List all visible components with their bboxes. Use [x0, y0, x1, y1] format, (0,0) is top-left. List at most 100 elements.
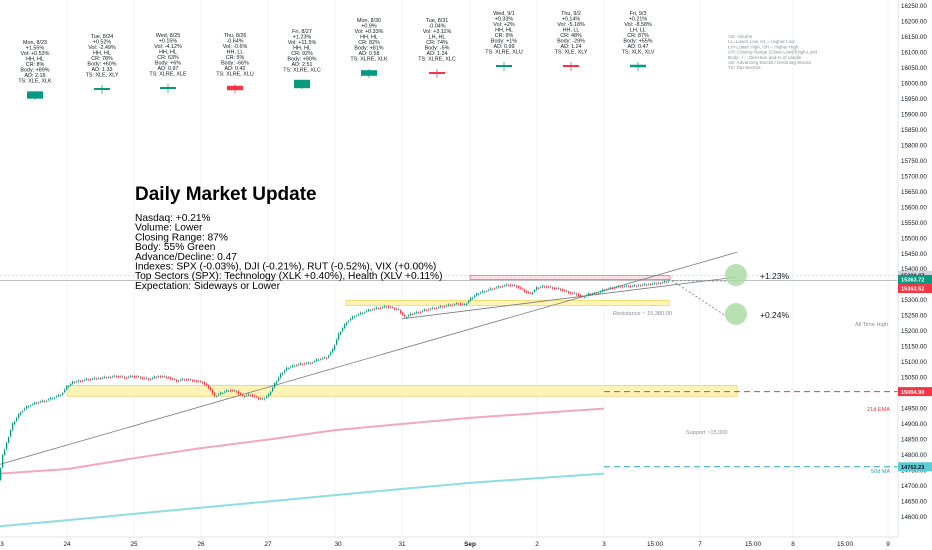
x-tick-label: 24 [63, 541, 71, 548]
ema21-line [0, 407, 605, 475]
daily-stat-line: Thu, 9/2 [561, 11, 581, 17]
daily-stat-line: AD: 1.24 [427, 51, 448, 57]
daily-stat-line: LH, HL [429, 35, 446, 41]
candle-body [598, 293, 600, 294]
y-tick-label: 15150.00 [901, 344, 927, 351]
candle-body [550, 286, 552, 288]
candle-body [138, 376, 140, 378]
candle-body [78, 380, 80, 382]
price-candles [0, 279, 670, 482]
trend-line-upper [0, 251, 738, 465]
daily-stat-line: Body: +60% [87, 62, 116, 68]
candle-body [338, 333, 340, 340]
x-tick-label: 27 [264, 541, 272, 548]
target-high-marker [725, 264, 747, 286]
candle-body [32, 403, 34, 405]
daily-stat-line: Body: -29% [557, 39, 585, 45]
daily-stat-line: TS: XLRE, XLK [350, 57, 388, 63]
zone-resistance [469, 275, 671, 280]
candle-body [326, 357, 328, 359]
candle-body [196, 380, 198, 382]
candle-body [662, 282, 664, 284]
candle-body [474, 295, 476, 298]
candle-body [532, 292, 534, 295]
candle-body [360, 312, 362, 315]
candle-body [266, 396, 268, 398]
candle-body [244, 396, 246, 398]
candle-body [304, 363, 306, 365]
daily-stat-line: +0.15% [159, 39, 178, 45]
candle-body [520, 287, 522, 289]
ma50-label: 50d MA [871, 469, 891, 475]
candle-body [400, 310, 402, 314]
y-tick-label: 15950.00 [901, 96, 927, 103]
candle-body [322, 358, 324, 360]
candle-body [336, 339, 338, 345]
candle-body [118, 376, 120, 378]
candle-body [620, 286, 622, 288]
daily-stat-line: +0.52% [93, 40, 112, 46]
candle-body [396, 308, 398, 310]
y-tick-label: 16100.00 [901, 49, 927, 56]
price-tag [898, 462, 932, 472]
daily-stat-line: Body: +6% [155, 61, 181, 67]
y-axis[interactable]: 16250.00 16200.00 16150.00 16100.00 16050.00… [897, 0, 932, 537]
candle-body [376, 307, 378, 309]
candle-body [574, 292, 576, 294]
candle-body [622, 286, 624, 288]
candle-body [404, 314, 406, 317]
support-resistance-zones [0, 275, 898, 468]
candle-body [560, 288, 562, 291]
daily-stat-line: AD: 2.18 [25, 73, 46, 79]
x-tick-label: 3 [0, 541, 4, 548]
candle-body [428, 309, 430, 311]
target-low-marker [725, 303, 747, 325]
candle-body [362, 313, 364, 315]
candle-body [638, 285, 640, 287]
candle-body [128, 376, 130, 378]
candle-body [344, 324, 346, 329]
candle-body [462, 303, 464, 305]
daily-stat-line: Wed, 9/1 [493, 11, 514, 17]
daily-stat-line: HH, HL [159, 50, 177, 56]
candle-body [472, 297, 474, 299]
candle-body [506, 284, 508, 286]
candle-body [358, 314, 360, 315]
candle-body [66, 386, 68, 390]
candle-body [500, 286, 502, 288]
candle-body [634, 284, 636, 286]
support-label: Support ~15,000 [686, 430, 728, 436]
daily-stat-line: AD: 0.42 [225, 66, 246, 72]
legend-line: Vol: Volume [728, 34, 753, 39]
candle-body [420, 311, 422, 313]
candle-body [154, 376, 156, 378]
x-tick-label: 26 [197, 541, 205, 548]
daily-stat-line: Body: +1% [491, 39, 517, 45]
candle-body [186, 379, 188, 381]
candle-body [52, 398, 54, 400]
candle-body [22, 410, 24, 412]
daily-stat-line: Vol: -2.49% [88, 45, 116, 51]
candle-body [28, 406, 30, 408]
daily-stat-line: AD: 2.51 [292, 62, 313, 68]
candle-body [466, 303, 468, 305]
candle-body [250, 395, 252, 396]
projections: +1.23% +0.24% [671, 264, 790, 325]
candle-body [194, 380, 196, 382]
mini-candle-body [630, 64, 646, 68]
candle-body [4, 449, 6, 456]
x-axis[interactable]: 3 24 25 26 27 30 31 Sep 2 3 15:00 7 15:00 8 15:00 9 [0, 536, 932, 550]
mini-candle-body [496, 65, 512, 67]
daily-stat-line: HH, LL [563, 28, 580, 34]
candle-body [626, 285, 628, 287]
daily-stat-line: HH, HL [360, 35, 378, 41]
candle-body [236, 391, 238, 393]
candle-body [546, 286, 548, 288]
candle-body [566, 290, 568, 292]
mini-candle-body [27, 91, 43, 99]
candle-body [34, 402, 36, 404]
candle-body [294, 366, 296, 367]
